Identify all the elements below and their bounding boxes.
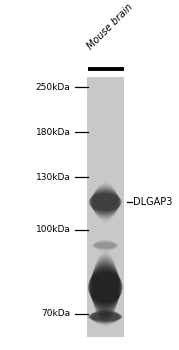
Ellipse shape	[89, 312, 122, 321]
Ellipse shape	[88, 272, 123, 303]
Ellipse shape	[90, 310, 121, 323]
Ellipse shape	[89, 312, 122, 322]
Ellipse shape	[89, 194, 122, 211]
Ellipse shape	[91, 188, 120, 217]
Ellipse shape	[92, 186, 119, 218]
Ellipse shape	[89, 268, 122, 306]
Text: 70kDa: 70kDa	[41, 309, 70, 318]
Text: 250kDa: 250kDa	[36, 83, 70, 92]
Ellipse shape	[90, 261, 120, 313]
Text: 180kDa: 180kDa	[36, 128, 70, 137]
Ellipse shape	[91, 256, 119, 319]
Ellipse shape	[91, 257, 119, 318]
Ellipse shape	[89, 265, 121, 310]
Ellipse shape	[88, 271, 122, 304]
Ellipse shape	[88, 270, 122, 305]
Ellipse shape	[91, 258, 120, 317]
Ellipse shape	[90, 264, 121, 311]
Ellipse shape	[89, 312, 121, 322]
Text: Mouse brain: Mouse brain	[86, 2, 135, 52]
Ellipse shape	[89, 193, 122, 211]
Ellipse shape	[90, 310, 120, 323]
Ellipse shape	[90, 262, 121, 312]
Bar	[87, 77, 124, 337]
Ellipse shape	[89, 266, 121, 309]
Ellipse shape	[89, 267, 122, 307]
Ellipse shape	[89, 192, 121, 212]
Ellipse shape	[88, 313, 122, 321]
Ellipse shape	[91, 309, 120, 324]
Ellipse shape	[91, 310, 120, 324]
Ellipse shape	[90, 311, 121, 323]
Ellipse shape	[88, 313, 123, 321]
Text: 130kDa: 130kDa	[36, 173, 70, 182]
Ellipse shape	[90, 260, 120, 314]
Ellipse shape	[91, 187, 119, 217]
Text: 100kDa: 100kDa	[36, 225, 70, 234]
Ellipse shape	[90, 190, 120, 214]
Ellipse shape	[91, 259, 120, 316]
Ellipse shape	[90, 189, 120, 215]
Ellipse shape	[91, 188, 120, 216]
Ellipse shape	[90, 191, 121, 213]
Text: DLGAP3: DLGAP3	[134, 197, 173, 207]
